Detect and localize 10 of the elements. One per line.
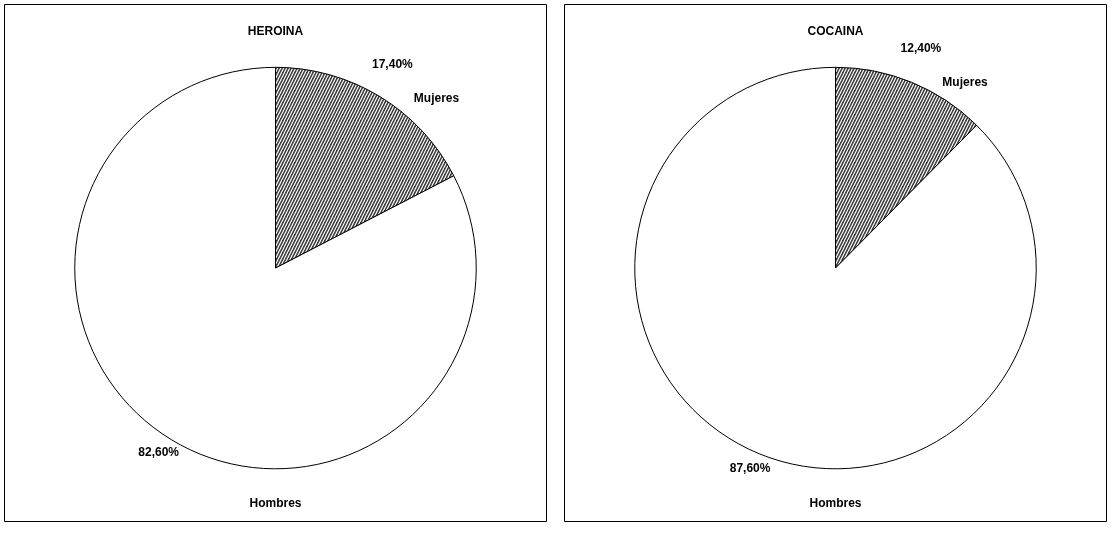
data-label: 12,40% xyxy=(900,40,942,55)
slice-label: Mujeres xyxy=(942,75,989,90)
chart-title: HEROINA xyxy=(247,23,304,38)
data-label: 82,60% xyxy=(138,444,180,459)
chart-title: COCAINA xyxy=(807,23,864,38)
data-label: 87,60% xyxy=(729,460,771,475)
slice-label: Mujeres xyxy=(413,91,460,106)
slice-label: Hombres xyxy=(809,496,862,511)
slice-label: Hombres xyxy=(249,496,302,511)
data-label: 17,40% xyxy=(372,56,414,71)
